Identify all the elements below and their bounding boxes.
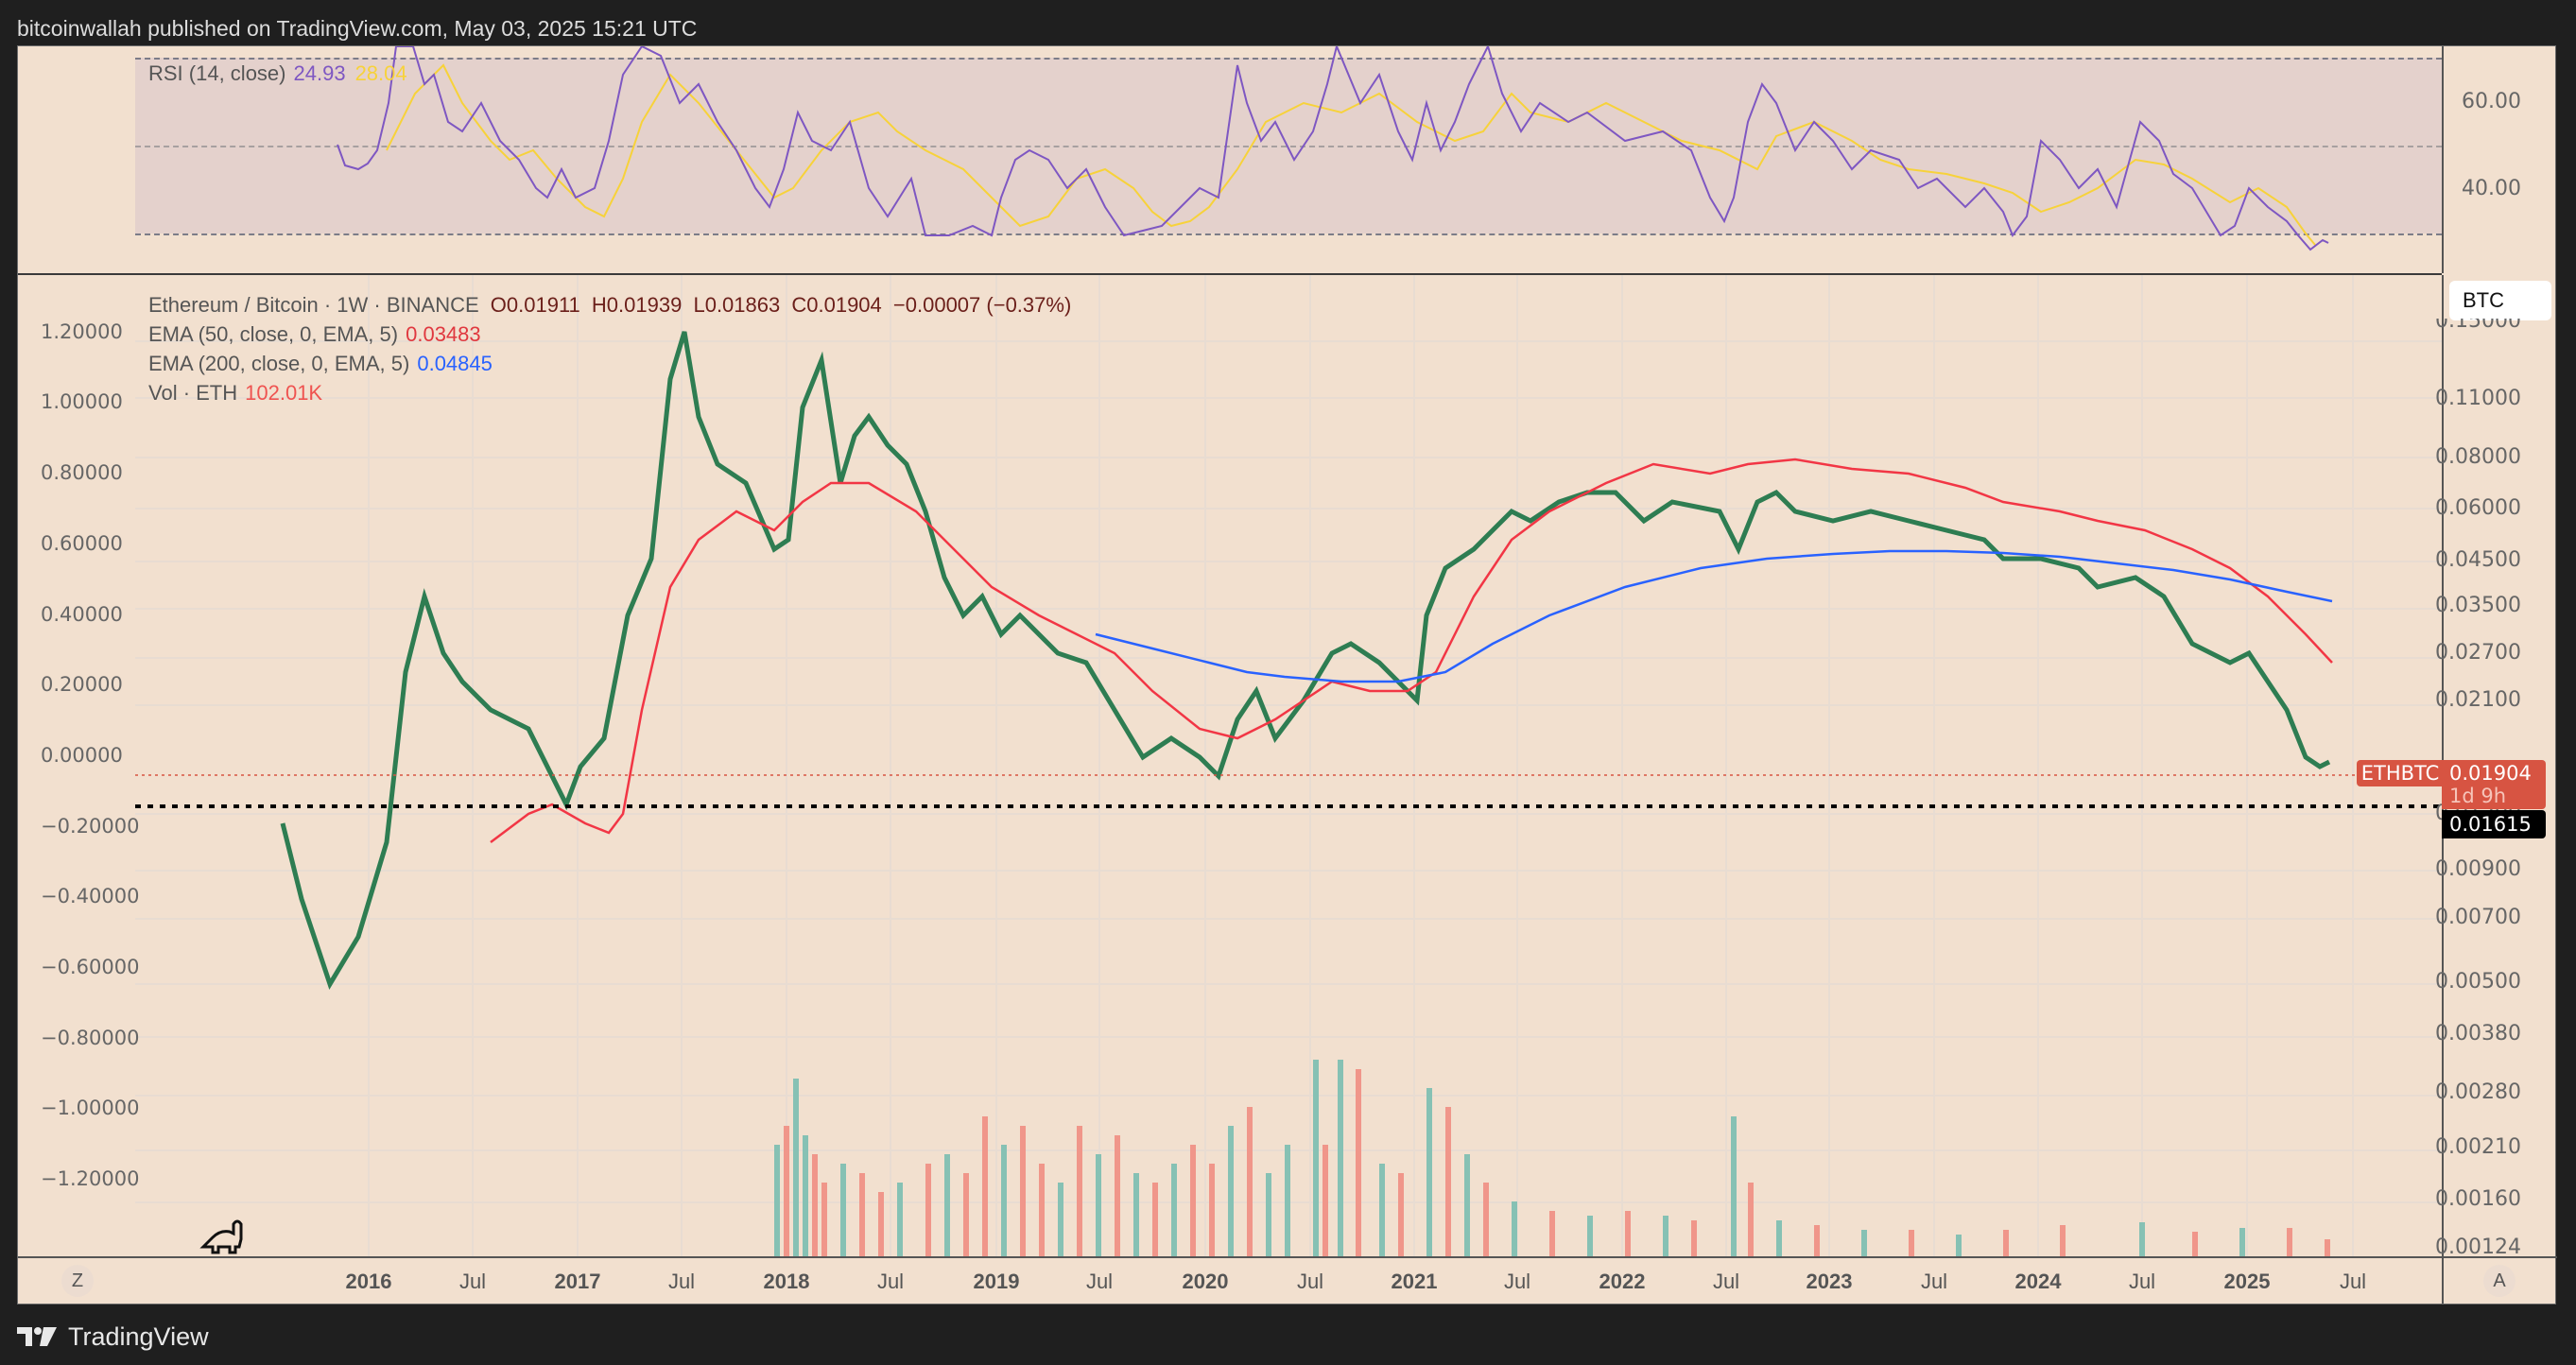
low-value: L0.01863 bbox=[693, 293, 781, 317]
open-value: O0.01911 bbox=[490, 293, 580, 317]
legend-ema200-row[interactable]: EMA (200, close, 0, EMA, 5) 0.04845 bbox=[148, 349, 1071, 378]
left-axis-tick: −0.40000 bbox=[41, 885, 140, 907]
right-axis-tick: 0.00280 bbox=[2435, 1080, 2521, 1104]
tradingview-logo-icon bbox=[17, 1327, 57, 1346]
left-axis-tick: 0.40000 bbox=[41, 603, 123, 626]
volume-value: 102.01K bbox=[245, 381, 323, 405]
time-tick: 2017 bbox=[554, 1270, 601, 1293]
right-axis-tick: 0.02700 bbox=[2435, 641, 2521, 665]
time-tick: 2024 bbox=[2014, 1270, 2062, 1293]
right-axis-tick: 0.00500 bbox=[2435, 970, 2521, 994]
rsi-axis-tick: 40.00 bbox=[2462, 177, 2521, 200]
left-axis-tick: −0.20000 bbox=[41, 815, 140, 838]
left-axis-tick: 0.80000 bbox=[41, 461, 123, 484]
last-price: 0.01904 bbox=[2449, 762, 2532, 785]
currency-button[interactable]: BTC bbox=[2449, 281, 2551, 320]
right-axis-tick: 0.00210 bbox=[2435, 1135, 2521, 1159]
rsi-label: RSI (14, close) bbox=[148, 61, 286, 85]
last-price-tag: 0.01904 1d 9h bbox=[2442, 760, 2546, 809]
right-axis-tick: 0.00124 bbox=[2435, 1235, 2521, 1259]
time-tick: 2022 bbox=[1599, 1270, 1646, 1293]
left-axis-tick: −0.60000 bbox=[41, 956, 140, 978]
right-axis-tick: 0.08000 bbox=[2435, 445, 2521, 469]
rsi-legend: RSI (14, close) 24.93 28.04 bbox=[148, 61, 407, 86]
axis-corner: A bbox=[2442, 1256, 2557, 1304]
left-axis-tick: −1.20000 bbox=[41, 1167, 140, 1190]
ema200-value: 0.04845 bbox=[417, 352, 493, 375]
time-tick: 2018 bbox=[763, 1270, 810, 1293]
right-axis-tick: 0.00900 bbox=[2435, 857, 2521, 881]
time-tick: 2020 bbox=[1182, 1270, 1229, 1293]
rsi-pane[interactable]: RSI (14, close) 24.93 28.04 bbox=[18, 46, 2442, 275]
footer-brand[interactable]: TradingView bbox=[17, 1320, 209, 1354]
left-axis-tick: 1.00000 bbox=[41, 390, 123, 413]
volume-label: Vol · ETH bbox=[148, 381, 238, 405]
time-tick: Jul bbox=[458, 1270, 487, 1293]
time-tick: Jul bbox=[1503, 1270, 1531, 1293]
symbol-description: Ethereum / Bitcoin · 1W · BINANCE bbox=[148, 293, 479, 317]
right-axis-tick: 0.00380 bbox=[2435, 1022, 2521, 1045]
right-axis-tick: 0.15000 bbox=[2435, 309, 2521, 333]
right-axis-tick: 0.00160 bbox=[2435, 1187, 2521, 1211]
left-axis-tick: −1.00000 bbox=[41, 1097, 140, 1119]
right-axis-tick: 0.04500 bbox=[2435, 548, 2521, 572]
auto-scale-button[interactable]: A bbox=[2483, 1265, 2515, 1297]
time-tick: Jul bbox=[1296, 1270, 1324, 1293]
symbol-price-tag: ETHBTC bbox=[2357, 760, 2444, 786]
time-tick: 2025 bbox=[2223, 1270, 2271, 1293]
published-caption: bitcoinwallah published on TradingView.c… bbox=[17, 16, 698, 41]
right-axis-tick: 0.00700 bbox=[2435, 906, 2521, 929]
rsi-price-axis[interactable]: 60.00 40.00 bbox=[2442, 46, 2557, 273]
time-tick: Jul bbox=[876, 1270, 905, 1293]
left-axis-tick: 0.00000 bbox=[41, 744, 123, 767]
horizontal-level-tag: 0.01615 bbox=[2442, 810, 2546, 838]
legend-symbol-row[interactable]: Ethereum / Bitcoin · 1W · BINANCE O0.019… bbox=[148, 290, 1071, 320]
time-tick: 2023 bbox=[1806, 1270, 1853, 1293]
rsi-plot bbox=[337, 46, 2329, 251]
right-axis-tick: 0.03500 bbox=[2435, 594, 2521, 617]
right-axis-tick: 0.11000 bbox=[2435, 387, 2521, 410]
left-axis-tick: −0.80000 bbox=[41, 1027, 140, 1049]
left-axis-tick: 1.20000 bbox=[41, 320, 123, 343]
main-price-axis[interactable]: BTC 0.15000 0.11000 0.08000 0.06000 0.04… bbox=[2435, 275, 2557, 1259]
high-value: H0.01939 bbox=[591, 293, 683, 317]
left-axis-tick: 0.20000 bbox=[41, 673, 123, 696]
time-tick: 2021 bbox=[1391, 1270, 1438, 1293]
time-tick: Jul bbox=[2339, 1270, 2367, 1293]
chart-frame: RSI (14, close) 24.93 28.04 60.00 40.00 bbox=[17, 45, 2557, 1305]
gridlines bbox=[135, 275, 2442, 1256]
legend-ema50-row[interactable]: EMA (50, close, 0, EMA, 5) 0.03483 bbox=[148, 320, 1071, 349]
time-tick: Jul bbox=[2128, 1270, 2156, 1293]
dino-icon bbox=[199, 1219, 243, 1254]
time-tick: Jul bbox=[1920, 1270, 1948, 1293]
ema50-value: 0.03483 bbox=[406, 322, 481, 346]
price-plot bbox=[135, 275, 2442, 1256]
brand-name: TradingView bbox=[68, 1322, 209, 1351]
right-axis-tick: 0.06000 bbox=[2435, 496, 2521, 520]
ema50-label: EMA (50, close, 0, EMA, 5) bbox=[148, 322, 399, 346]
left-axis-tick: 0.60000 bbox=[41, 532, 123, 555]
change-value: −0.00007 (−0.37%) bbox=[892, 293, 1072, 317]
time-tick: Jul bbox=[1085, 1270, 1114, 1293]
main-price-pane[interactable]: 1.20000 1.00000 0.80000 0.60000 0.40000 … bbox=[18, 275, 2444, 1256]
volume-bars bbox=[774, 1060, 2330, 1256]
time-tick: Jul bbox=[667, 1270, 696, 1293]
rsi-lower-line bbox=[135, 233, 2442, 235]
rsi-axis-tick: 60.00 bbox=[2462, 90, 2521, 113]
right-axis-tick: 0.02100 bbox=[2435, 688, 2521, 712]
time-tick: Jul bbox=[1712, 1270, 1740, 1293]
chart-legend: Ethereum / Bitcoin · 1W · BINANCE O0.019… bbox=[148, 290, 1071, 407]
ema200-label: EMA (200, close, 0, EMA, 5) bbox=[148, 352, 410, 375]
time-tick: 2016 bbox=[345, 1270, 392, 1293]
time-axis[interactable]: Z 2016 Jul 2017 Jul 2018 Jul 2019 Jul 20… bbox=[18, 1256, 2442, 1305]
close-value: C0.01904 bbox=[791, 293, 882, 317]
bar-countdown: 1d 9h bbox=[2449, 785, 2507, 807]
legend-volume-row[interactable]: Vol · ETH 102.01K bbox=[148, 378, 1071, 407]
zoom-reset-button[interactable]: Z bbox=[61, 1265, 94, 1297]
rsi-upper-line bbox=[135, 58, 2442, 60]
rsi-ma-value: 28.04 bbox=[354, 61, 407, 85]
rsi-value: 24.93 bbox=[293, 61, 346, 85]
time-tick: 2019 bbox=[973, 1270, 1020, 1293]
